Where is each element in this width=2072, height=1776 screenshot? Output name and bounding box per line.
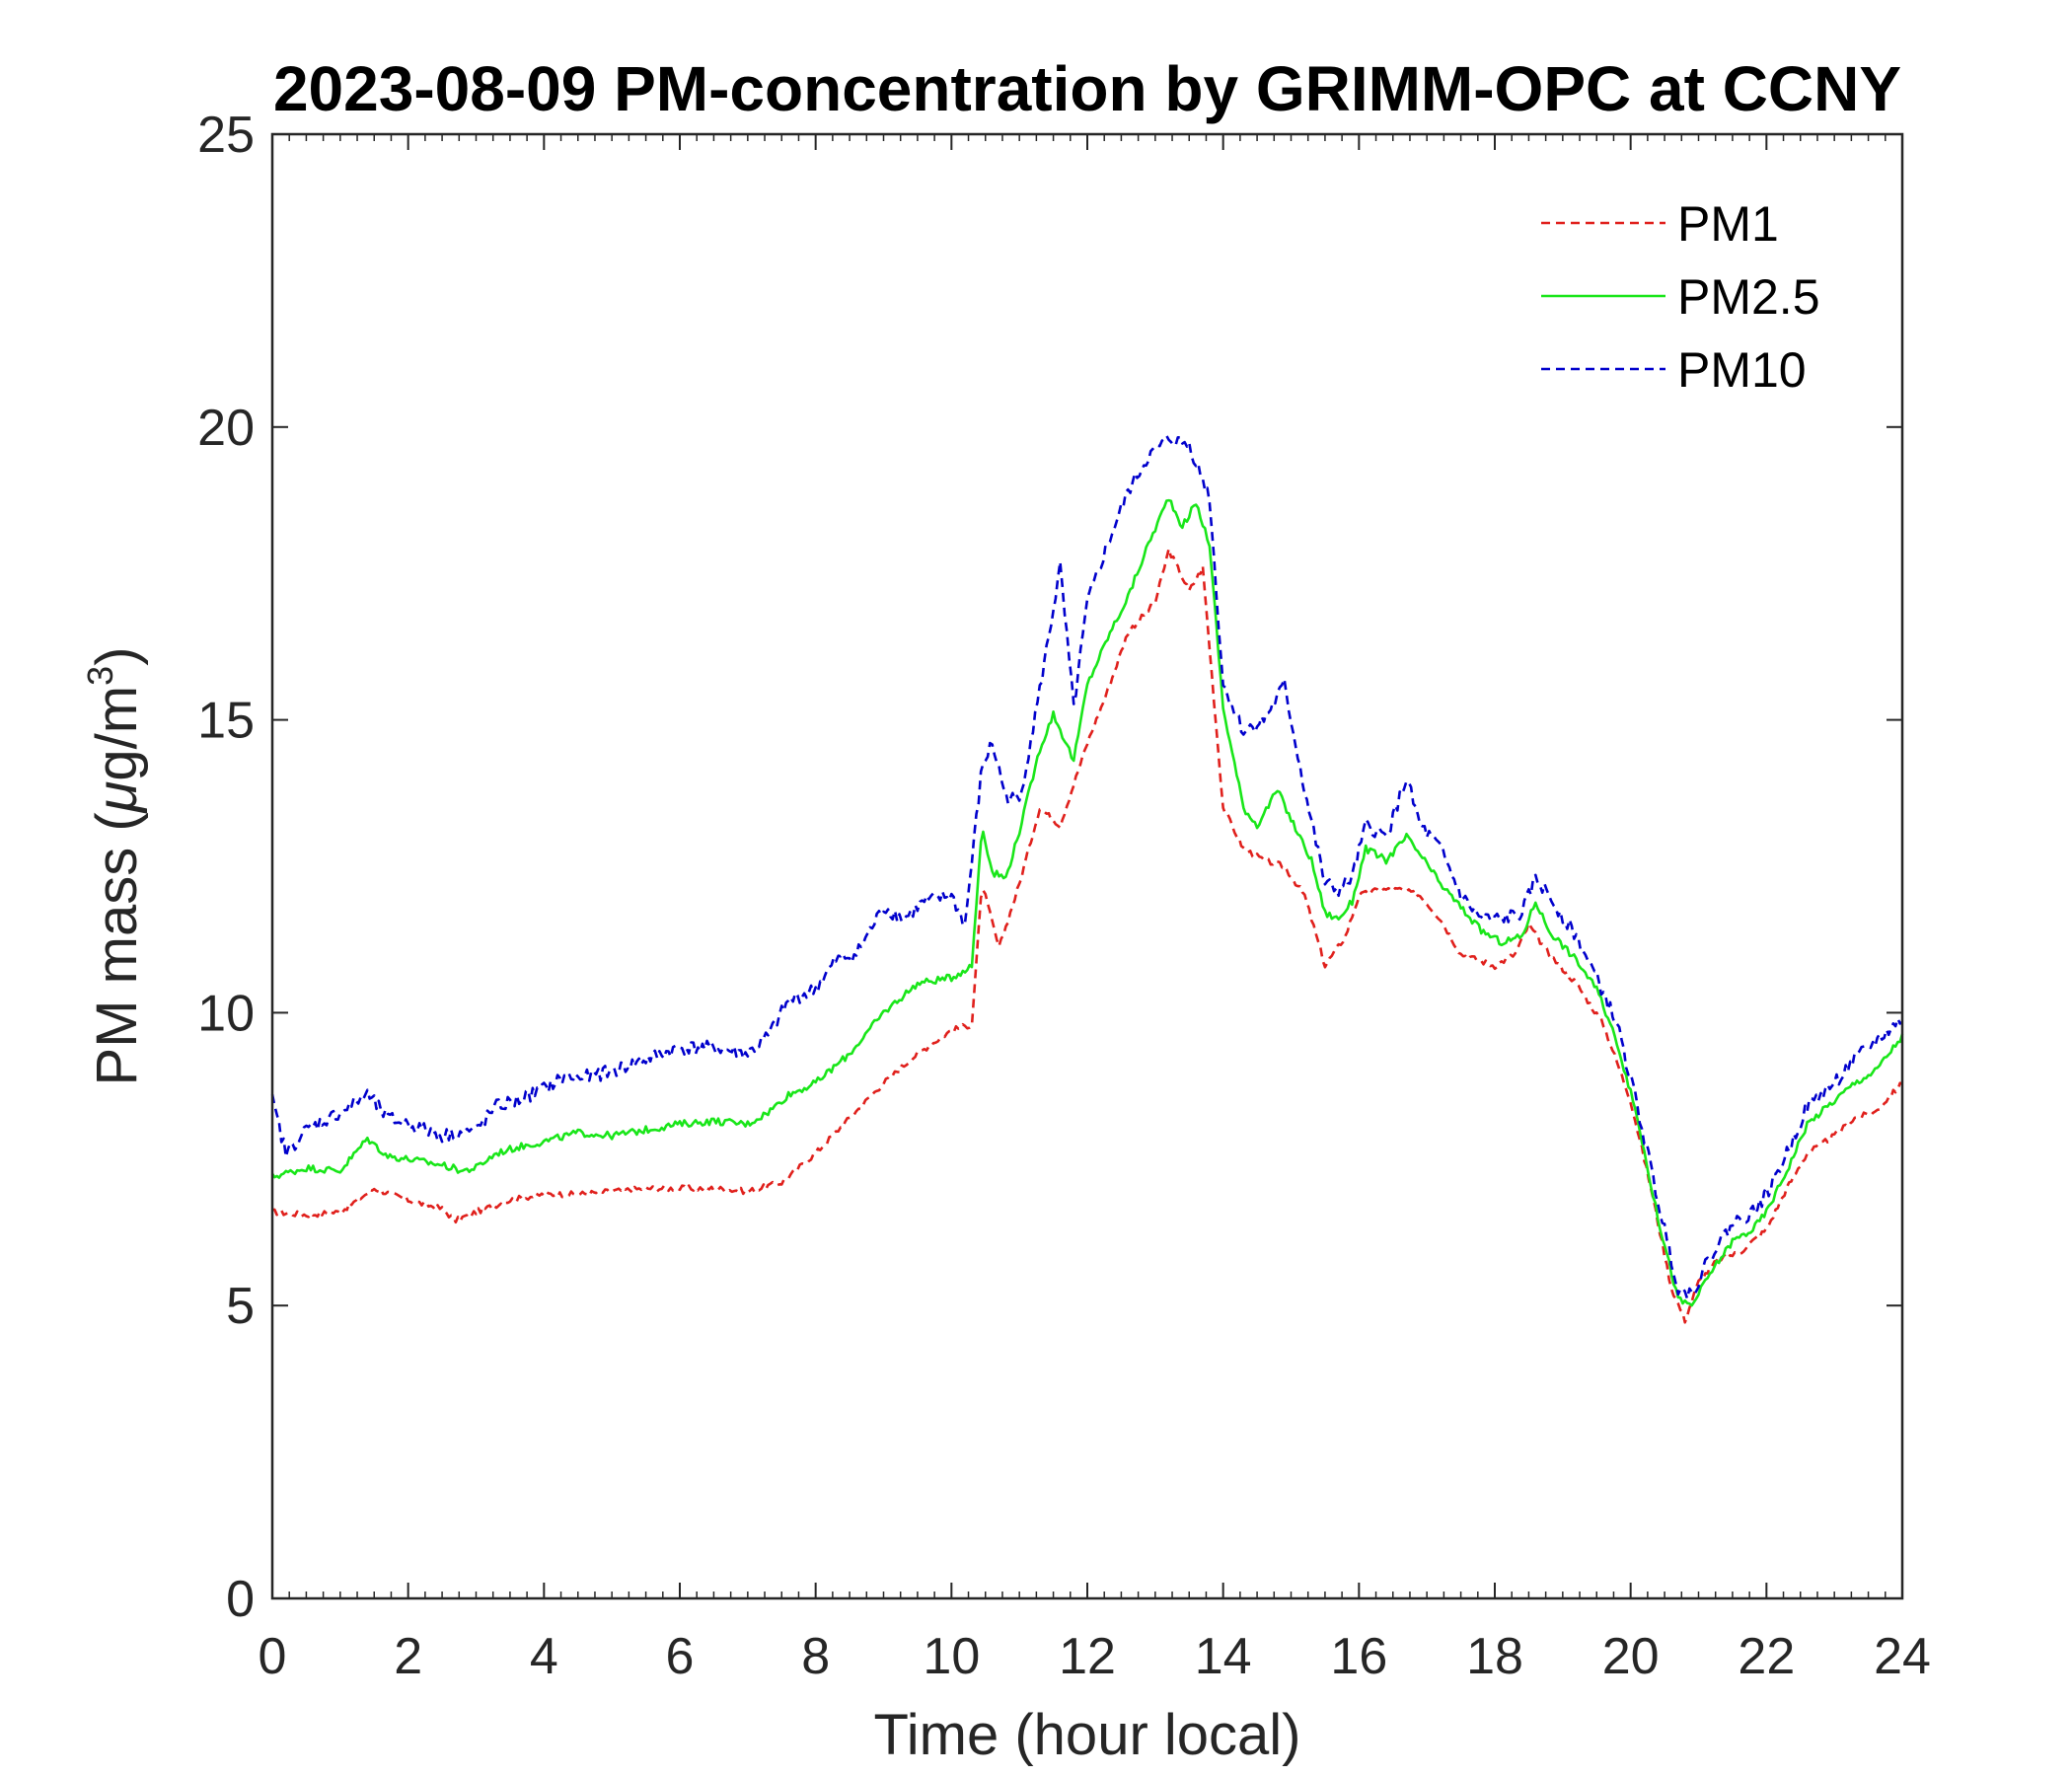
x-tick-label: 8 <box>801 1628 830 1685</box>
x-tick-label: 12 <box>1059 1628 1116 1685</box>
series-line-pm2-5 <box>270 498 1904 1307</box>
y-tick-label: 15 <box>197 693 255 750</box>
x-tick-label: 14 <box>1195 1628 1252 1685</box>
x-tick-label: 24 <box>1874 1628 1931 1685</box>
series-lines <box>270 434 1904 1324</box>
y-tick-label: 20 <box>197 400 255 457</box>
x-tick-labels: 0 2 4 6 8 10 12 14 16 18 20 22 24 <box>259 1628 1931 1685</box>
y-tick-label: 0 <box>226 1571 255 1628</box>
chart-title: 2023-08-09 PM-concentration by GRIMM-OPC… <box>273 53 1901 124</box>
y-tick-label: 25 <box>197 107 255 164</box>
series-line-pm1 <box>271 547 1903 1324</box>
x-tick-label: 22 <box>1738 1628 1795 1685</box>
series-line-pm10 <box>270 434 1903 1300</box>
y-axis-label: PM mass (μg/m3) <box>80 647 149 1086</box>
y-tick-label: 5 <box>226 1278 255 1335</box>
x-tick-label: 6 <box>666 1628 695 1685</box>
legend-label-pm10: PM10 <box>1677 342 1807 398</box>
x-axis-label: Time (hour local) <box>874 1703 1301 1767</box>
x-tick-label: 16 <box>1330 1628 1387 1685</box>
x-tick-label: 20 <box>1602 1628 1660 1685</box>
x-tick-label: 0 <box>259 1628 287 1685</box>
y-tick-labels: 0 5 10 15 20 25 <box>197 107 255 1628</box>
x-tick-label: 4 <box>530 1628 558 1685</box>
x-tick-label: 10 <box>923 1628 980 1685</box>
legend-label-pm1: PM1 <box>1677 196 1779 252</box>
legend-label-pm2-5: PM2.5 <box>1677 269 1820 325</box>
axes-box <box>270 132 1904 1600</box>
x-tick-label: 2 <box>394 1628 422 1685</box>
plot-area <box>272 134 1902 1598</box>
x-tick-label: 18 <box>1466 1628 1523 1685</box>
legend: PM1 PM2.5 PM10 <box>1541 196 1820 398</box>
y-tick-label: 10 <box>197 985 255 1042</box>
